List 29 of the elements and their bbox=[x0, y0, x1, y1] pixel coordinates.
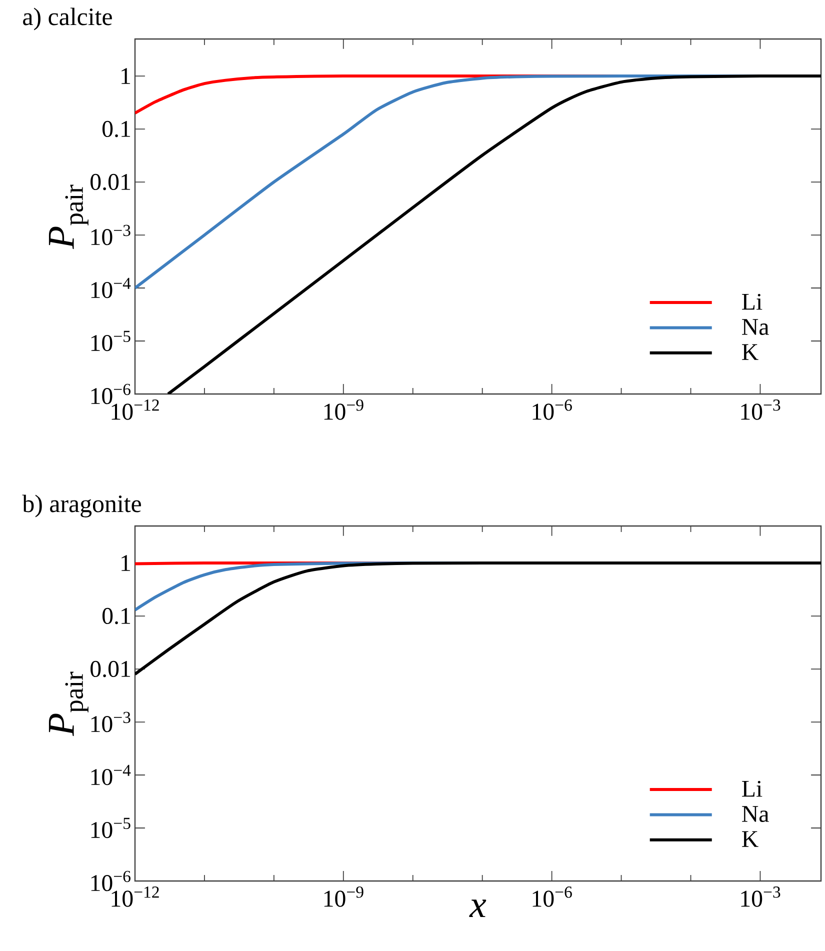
y-tick-label: 10$^{−4}$ bbox=[91, 278, 131, 298]
y-axis-title: P$_{pair}$ bbox=[48, 672, 88, 736]
legend-label: Na bbox=[742, 806, 769, 822]
legend-label: Li bbox=[742, 294, 762, 310]
y-tick-label: 10$^{−5}$ bbox=[91, 330, 130, 352]
x-axis-title: x bbox=[469, 900, 486, 918]
legend-label: Li bbox=[742, 780, 762, 797]
legend-label: K bbox=[742, 344, 758, 360]
y-tick-label: 0.1 bbox=[102, 608, 130, 624]
y-tick-label: 0.1 bbox=[102, 120, 130, 138]
chart-title: a) calcite bbox=[23, 8, 112, 30]
y-tick-label: 1 bbox=[122, 68, 130, 84]
chart-title: b) aragonite bbox=[22, 494, 141, 518]
legend-label: Na bbox=[742, 319, 769, 336]
y-tick-label: 10$^{−3}$ bbox=[91, 712, 130, 732]
y-tick-label: 0.01 bbox=[90, 174, 130, 190]
legend-label: K bbox=[742, 831, 758, 847]
x-tick-label: 10$^{−6}$ bbox=[532, 886, 572, 907]
x-tick-label: 10$^{−9}$ bbox=[324, 886, 364, 907]
x-tick-label: 10$^{−6}$ bbox=[532, 400, 572, 420]
x-tick-label: 10$^{−3}$ bbox=[741, 400, 780, 420]
y-axis-title: P$_{pair}$ bbox=[48, 184, 88, 250]
y-tick-label: 10$^{−4}$ bbox=[91, 764, 131, 786]
x-tick-label: 10$^{−3}$ bbox=[741, 886, 780, 907]
y-tick-label: 10$^{−3}$ bbox=[91, 224, 130, 246]
y-tick-label: 10$^{−5}$ bbox=[91, 818, 130, 838]
y-tick-label: 1 bbox=[122, 555, 130, 571]
y-tick-label: 0.01 bbox=[90, 660, 130, 678]
x-tick-label: 10$^{−9}$ bbox=[324, 400, 364, 420]
